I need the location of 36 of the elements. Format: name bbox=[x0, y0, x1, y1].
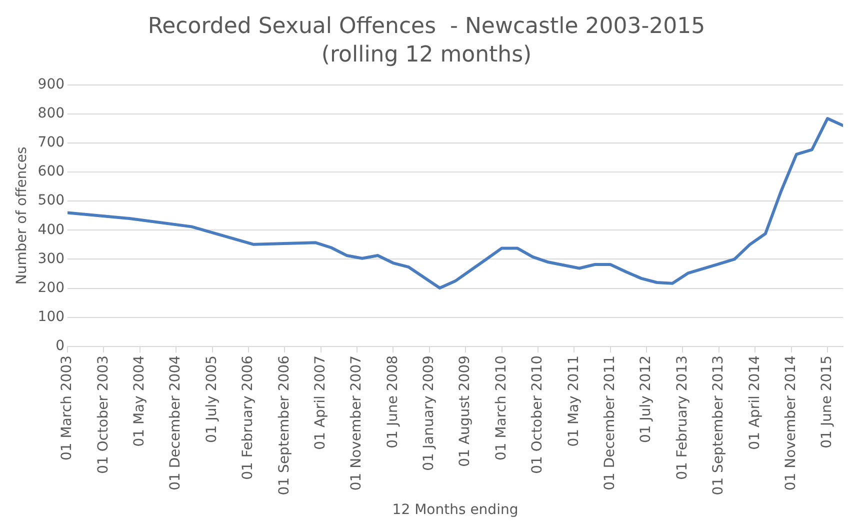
x-tick-label: 01 October 2010 bbox=[530, 355, 546, 474]
x-tick-label: 01 November 2014 bbox=[782, 355, 799, 491]
x-tick-label: 01 September 2013 bbox=[710, 355, 727, 496]
x-tick-label: 01 May 2004 bbox=[132, 355, 148, 447]
x-tick-label: 01 April 2007 bbox=[312, 355, 328, 450]
x-tick-label: 01 January 2009 bbox=[421, 355, 438, 471]
x-tick-label: 01 September 2006 bbox=[276, 355, 292, 496]
y-tick-label: 0 bbox=[56, 338, 65, 354]
y-tick-label: 800 bbox=[38, 106, 65, 122]
y-tick-label: 400 bbox=[38, 222, 65, 238]
x-tick-label: 01 March 2010 bbox=[493, 355, 510, 461]
x-tick-label: 01 June 2008 bbox=[384, 355, 401, 448]
x-axis-title: 12 Months ending bbox=[392, 502, 518, 518]
y-tick-label: 700 bbox=[38, 134, 65, 151]
x-tick-label: 01 May 2011 bbox=[566, 355, 582, 447]
x-tick-label: 01 June 2015 bbox=[819, 355, 836, 448]
x-tick-label: 01 December 2004 bbox=[168, 355, 184, 490]
x-tick-label: 01 November 2007 bbox=[348, 355, 365, 491]
y-tick-label: 300 bbox=[38, 250, 65, 267]
x-tick-label: 01 April 2014 bbox=[746, 355, 763, 450]
x-tick-label: 01 October 2003 bbox=[95, 355, 112, 474]
x-tick-label: 01 July 2005 bbox=[204, 355, 220, 444]
x-tick-label: 01 December 2011 bbox=[602, 355, 618, 490]
x-tick-label: 01 July 2012 bbox=[638, 355, 654, 444]
y-tick-label: 500 bbox=[38, 192, 65, 209]
y-tick-label: 200 bbox=[38, 280, 65, 296]
y-tick-label: 600 bbox=[38, 164, 65, 180]
x-tick-label: 01 February 2013 bbox=[674, 355, 690, 480]
chart-subtitle: (rolling 12 months) bbox=[321, 42, 532, 68]
chart-title: Recorded Sexual Offences - Newcastle 2003-2015 bbox=[148, 14, 706, 39]
x-tick-label: 01 March 2003 bbox=[59, 355, 76, 461]
y-tick-label: 100 bbox=[38, 309, 65, 326]
x-tick-label: 01 February 2006 bbox=[240, 355, 256, 480]
x-tick-label: 01 August 2009 bbox=[457, 355, 474, 467]
y-tick-label: 900 bbox=[38, 76, 65, 92]
y-axis-title: Number of offences bbox=[14, 146, 30, 285]
